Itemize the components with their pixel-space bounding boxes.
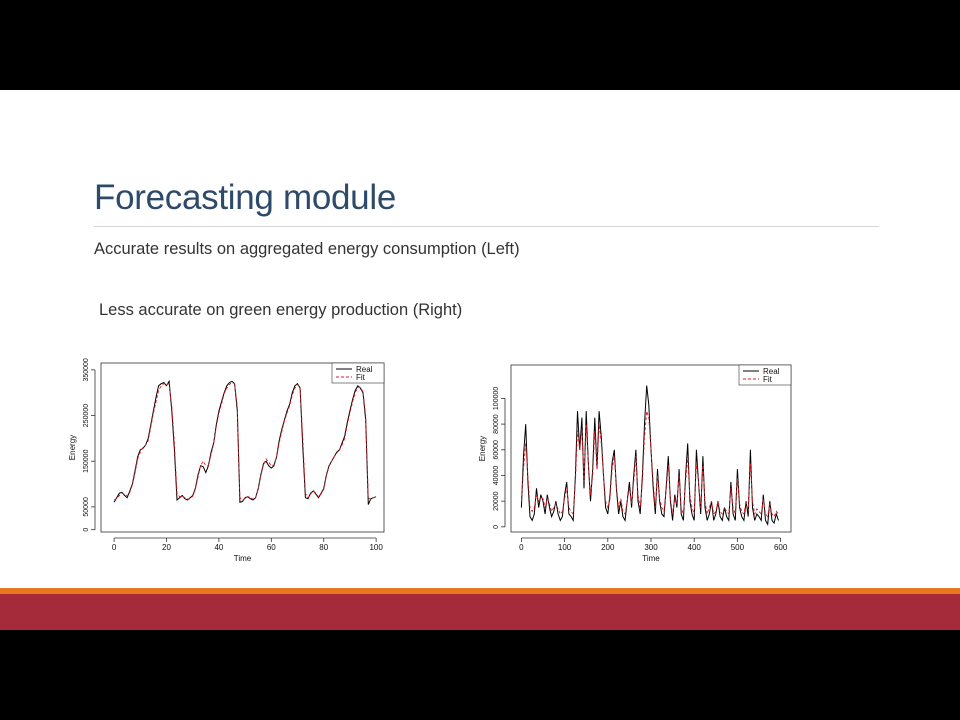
legend-label-fit: Fit xyxy=(356,373,366,382)
y-tick-label: 80000 xyxy=(493,414,500,434)
y-tick-label: 40000 xyxy=(493,466,500,486)
y-axis-label: Energy xyxy=(68,435,77,460)
x-tick-label: 40 xyxy=(214,543,223,552)
y-tick-label: 20000 xyxy=(493,491,500,511)
plot-frame xyxy=(100,362,385,533)
x-tick-label: 600 xyxy=(774,543,788,552)
x-axis-label: Time xyxy=(642,554,660,563)
series-line-fit xyxy=(520,411,779,518)
title-divider xyxy=(94,226,879,227)
bullet-right-chart-note: Less accurate on green energy production… xyxy=(99,301,463,319)
y-tick-label: 0 xyxy=(493,525,500,529)
x-tick-label: 20 xyxy=(162,543,171,552)
slide-title: Forecasting module xyxy=(94,178,396,217)
y-axis-label: Energy xyxy=(478,436,487,461)
footer-accent-stripe xyxy=(0,588,960,594)
y-tick-label: 250000 xyxy=(83,404,90,427)
footer-band xyxy=(0,594,960,630)
y-tick-label: 0 xyxy=(83,528,90,532)
legend-label-real: Real xyxy=(763,367,780,376)
series-line-real xyxy=(113,379,377,505)
x-tick-label: 0 xyxy=(519,543,524,552)
y-tick-label: 60000 xyxy=(493,440,500,460)
slide: Forecasting module Accurate results on a… xyxy=(0,90,960,630)
bullet-left-chart-note: Accurate results on aggregated energy co… xyxy=(94,240,520,258)
legend-label-fit: Fit xyxy=(763,375,773,384)
y-tick-label: 100000 xyxy=(493,387,500,410)
y-tick-label: 350000 xyxy=(83,358,90,381)
legend-box xyxy=(331,362,385,384)
x-tick-label: 300 xyxy=(644,543,658,552)
plot-frame xyxy=(510,364,792,533)
series-line-fit xyxy=(113,382,377,501)
x-tick-label: 200 xyxy=(601,543,615,552)
x-tick-label: 400 xyxy=(688,543,702,552)
legend-label-real: Real xyxy=(356,365,373,374)
chart-left-aggregated-consumption: 0 20 40 60 80 100 Time 0 50000 150000 250000 350000… xyxy=(68,358,385,563)
x-tick-label: 80 xyxy=(319,543,328,552)
x-tick-label: 100 xyxy=(369,543,383,552)
x-tick-label: 100 xyxy=(558,543,572,552)
x-tick-label: 500 xyxy=(731,543,745,552)
x-tick-label: 0 xyxy=(112,543,117,552)
x-axis-label: Time xyxy=(234,554,252,563)
y-tick-label: 50000 xyxy=(83,497,90,517)
x-tick-label: 60 xyxy=(267,543,276,552)
y-tick-label: 150000 xyxy=(83,449,90,472)
chart-right-green-production: 0 100 200 300 400 500 600 Time 0 20000 40000 60000 8… xyxy=(478,364,792,563)
legend-box xyxy=(738,364,792,386)
